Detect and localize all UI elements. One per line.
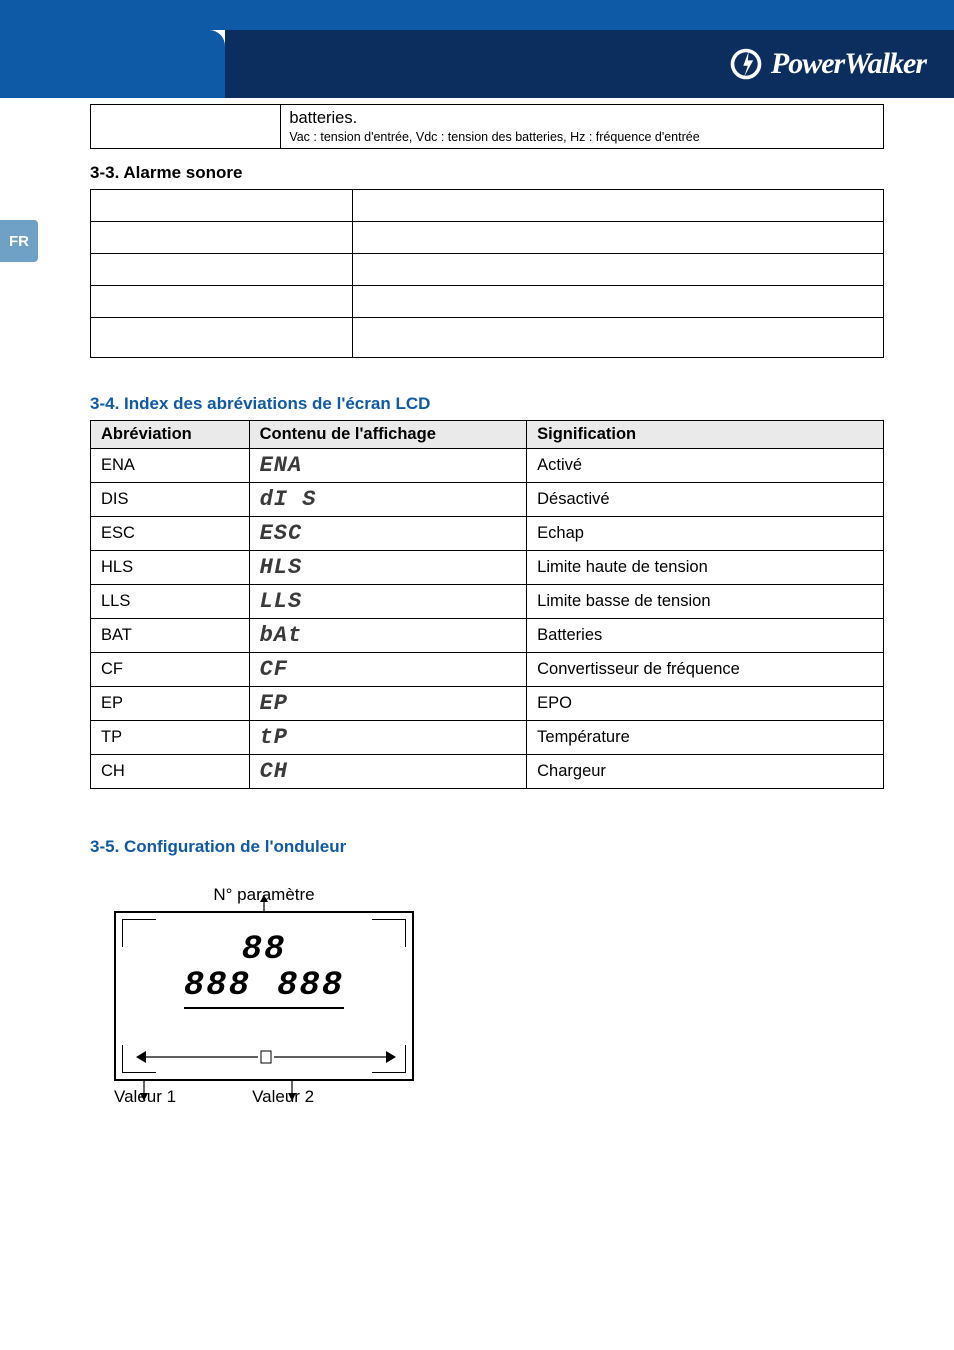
abbreviation-table: Abréviation Contenu de l'affichage Signi… — [90, 420, 884, 789]
table-cell — [352, 318, 883, 358]
table-row: CFCFConvertisseur de fréquence — [91, 653, 884, 687]
top-table-line1: batteries. — [289, 109, 875, 128]
abbr-cell-display: bAt — [249, 619, 527, 653]
lcd-seg-left: 888 — [184, 967, 251, 1005]
table-row: EPEPEPO — [91, 687, 884, 721]
lcd-frame: 88 888 888 — [114, 911, 414, 1081]
abbr-cell-abbr: CH — [91, 755, 250, 789]
abbr-header-3: Signification — [527, 421, 884, 449]
abbr-cell-meaning: Température — [527, 721, 884, 755]
top-continuation-table: batteries. Vac : tension d'entrée, Vdc :… — [90, 104, 884, 149]
table-row: LLSLLSLimite basse de tension — [91, 585, 884, 619]
section-3-3-title: 3-3. Alarme sonore — [90, 163, 884, 183]
section-3-5: 3-5. Configuration de l'onduleur N° para… — [90, 837, 884, 1107]
table-cell — [91, 190, 353, 222]
top-table-line2: Vac : tension d'entrée, Vdc : tension de… — [289, 130, 875, 144]
table-cell — [91, 286, 353, 318]
language-tab: FR — [0, 220, 38, 262]
abbr-cell-meaning: Echap — [527, 517, 884, 551]
abbr-cell-abbr: ESC — [91, 517, 250, 551]
header-left-shape — [0, 30, 225, 98]
abbr-cell-display: ESC — [249, 517, 527, 551]
table-cell — [352, 254, 883, 286]
table-cell — [91, 318, 353, 358]
abbr-header-1: Abréviation — [91, 421, 250, 449]
abbr-cell-meaning: Chargeur — [527, 755, 884, 789]
table-cell — [91, 254, 353, 286]
lcd-corner — [122, 919, 156, 947]
table-cell — [352, 286, 883, 318]
language-tab-label: FR — [9, 233, 29, 250]
abbr-cell-abbr: DIS — [91, 483, 250, 517]
lcd-seg-right: 888 — [277, 967, 344, 1005]
page-content: batteries. Vac : tension d'entrée, Vdc :… — [0, 104, 954, 1107]
abbr-cell-abbr: EP — [91, 687, 250, 721]
abbr-cell-abbr: HLS — [91, 551, 250, 585]
abbr-cell-meaning: Limite haute de tension — [527, 551, 884, 585]
abbr-header-2: Contenu de l'affichage — [249, 421, 527, 449]
arrows-down-icon — [114, 1081, 414, 1105]
table-row: TPtPTempérature — [91, 721, 884, 755]
abbr-cell-display: EP — [249, 687, 527, 721]
table-row: ENAENAActivé — [91, 449, 884, 483]
abbr-cell-display: LLS — [249, 585, 527, 619]
abbr-cell-meaning: Convertisseur de fréquence — [527, 653, 884, 687]
lcd-diagram: 88 888 888 — [114, 911, 454, 1081]
table-row: BATbAtBatteries — [91, 619, 884, 653]
abbr-cell-abbr: CF — [91, 653, 250, 687]
table-cell — [91, 222, 353, 254]
table-row: DISdI SDésactivé — [91, 483, 884, 517]
power-icon — [727, 45, 765, 83]
abbr-cell-meaning: Activé — [527, 449, 884, 483]
abbr-cell-abbr: TP — [91, 721, 250, 755]
abbr-cell-abbr: LLS — [91, 585, 250, 619]
table-cell — [352, 190, 883, 222]
abbr-cell-meaning: Désactivé — [527, 483, 884, 517]
abbr-cell-display: HLS — [249, 551, 527, 585]
header-row: PowerWalker — [0, 30, 954, 98]
top-blue-bar — [0, 0, 954, 30]
abbr-cell-meaning: Limite basse de tension — [527, 585, 884, 619]
abbr-cell-display: tP — [249, 721, 527, 755]
table-cell — [352, 222, 883, 254]
abbr-cell-display: CF — [249, 653, 527, 687]
section-3-5-title: 3-5. Configuration de l'onduleur — [90, 837, 884, 857]
top-table-right-cell: batteries. Vac : tension d'entrée, Vdc :… — [281, 105, 884, 149]
table-row: ESCESCEchap — [91, 517, 884, 551]
lcd-seg-top: 88 — [242, 933, 287, 967]
lcd-corner — [372, 919, 406, 947]
top-table-left-cell — [91, 105, 281, 149]
section-3-4-title: 3-4. Index des abréviations de l'écran L… — [90, 394, 884, 414]
abbr-cell-display: dI S — [249, 483, 527, 517]
brand-text: PowerWalker — [771, 47, 926, 81]
abbr-cell-meaning: EPO — [527, 687, 884, 721]
table-row: HLSHLSLimite haute de tension — [91, 551, 884, 585]
abbr-cell-display: CH — [249, 755, 527, 789]
lcd-inner: 88 888 888 — [156, 933, 372, 1029]
brand-logo: PowerWalker — [225, 30, 954, 98]
lcd-bottom-arrows-icon — [136, 1047, 396, 1067]
abbr-cell-meaning: Batteries — [527, 619, 884, 653]
abbr-cell-abbr: BAT — [91, 619, 250, 653]
table-row: CHCHChargeur — [91, 755, 884, 789]
lcd-seg-row: 888 888 — [184, 967, 344, 1009]
alarm-table — [90, 189, 884, 358]
abbr-cell-display: ENA — [249, 449, 527, 483]
abbr-cell-abbr: ENA — [91, 449, 250, 483]
